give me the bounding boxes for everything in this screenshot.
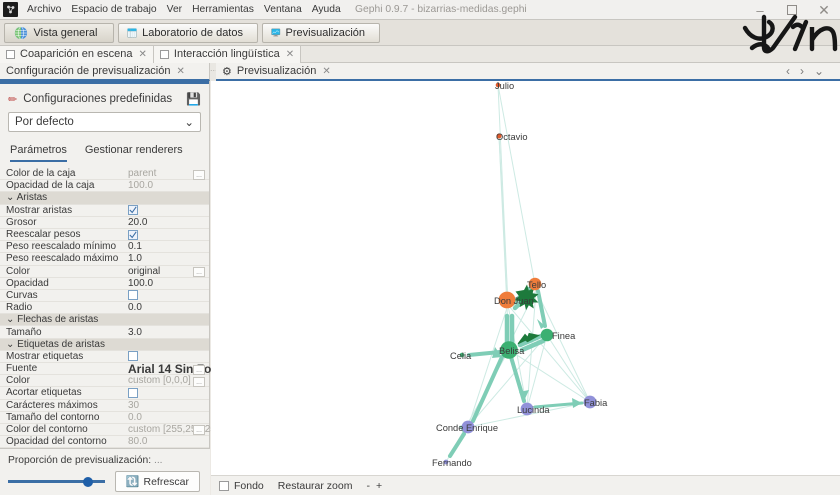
svg-text:Fernando: Fernando: [432, 458, 472, 468]
svg-text:Tello: Tello: [527, 280, 546, 290]
svg-text:Don Juan: Don Juan: [494, 296, 534, 306]
svg-text:Julio: Julio: [495, 81, 514, 91]
svg-text:Belisa: Belisa: [499, 346, 525, 356]
svg-text:Conde Enrique: Conde Enrique: [436, 423, 498, 433]
svg-text:Lucinda: Lucinda: [517, 405, 550, 415]
svg-text:Celia: Celia: [450, 351, 472, 361]
svg-text:Fabia: Fabia: [584, 398, 608, 408]
svg-text:Octavio: Octavio: [496, 132, 528, 142]
svg-text:Finea: Finea: [552, 331, 576, 341]
